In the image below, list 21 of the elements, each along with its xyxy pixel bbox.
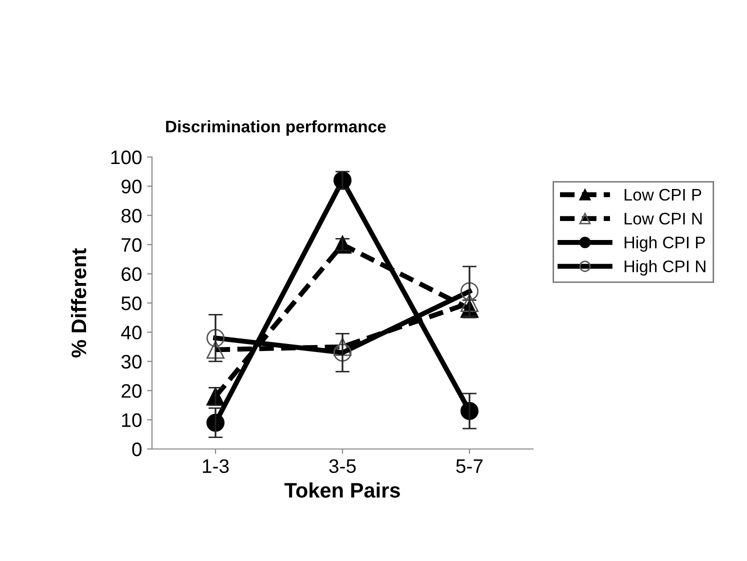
x-tick-label: 5-7: [456, 459, 483, 474]
y-tick-label: 60: [122, 267, 142, 282]
x-tick-label: 1-3: [202, 459, 229, 474]
legend-label: Low CPI N: [624, 212, 702, 225]
y-tick-label: 10: [122, 413, 142, 428]
legend-label: Low CPI P: [624, 188, 702, 201]
y-axis-title: % Different: [70, 248, 86, 358]
x-tick-label: 3-5: [329, 459, 356, 474]
y-tick-label: 100: [111, 150, 142, 164]
y-tick-label: 90: [122, 180, 142, 194]
y-tick-label: 80: [121, 208, 142, 223]
y-tick-label: 0: [132, 442, 142, 456]
y-tick-label: 20: [122, 384, 142, 398]
legend-label: High CPI N: [624, 260, 706, 276]
legend-label: High CPI P: [624, 236, 705, 252]
y-tick-label: 70: [122, 238, 142, 252]
x-axis-title: Token Pairs: [284, 482, 400, 498]
chart-title: Discrimination performance: [166, 120, 386, 136]
y-tick-label: 50: [121, 296, 142, 310]
y-tick-label: 30: [121, 354, 142, 369]
y-tick-label: 40: [121, 326, 142, 340]
